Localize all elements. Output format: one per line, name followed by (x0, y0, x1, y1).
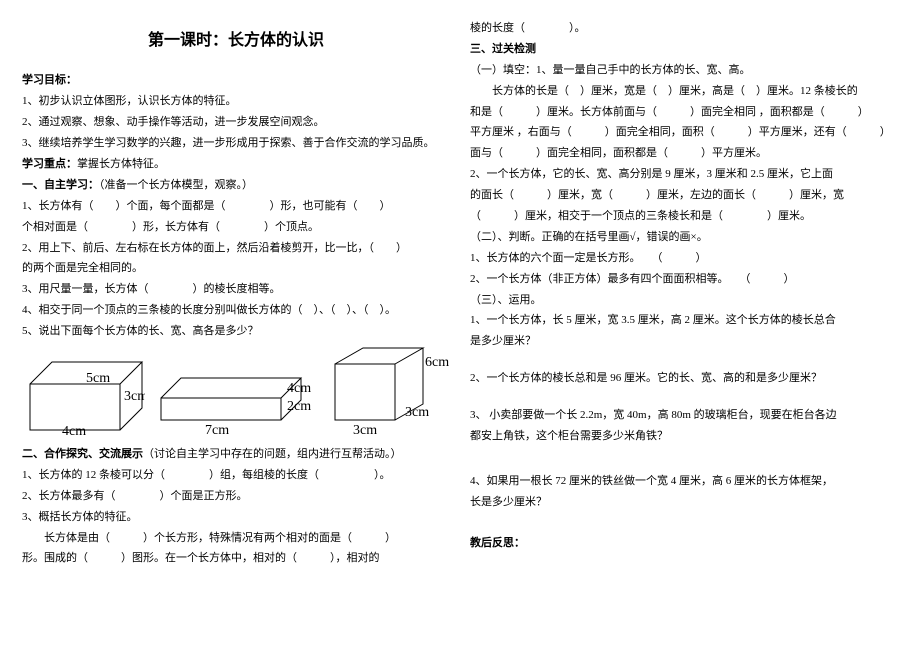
judge-2: 2、一个长方体（非正方体）最多有四个面面积相等。 （ ） (470, 269, 898, 290)
self-q1a: 1、长方体有（ ）个面，每个面都是（ ）形，也可能有（ ） (22, 196, 450, 217)
apply-4b: 长是多少厘米？ (470, 492, 898, 513)
self-q3: 3、用尺量一量，长方体（ ）的棱长度相等。 (22, 279, 450, 300)
test2-b: 的面长（ ）厘米，宽（ ）厘米，左边的面长（ ）厘米，宽 (470, 185, 898, 206)
apply-heading: （三）、运用。 (470, 290, 898, 311)
test1-b: 和是（ ）厘米。长方体前面与（ ）面完全相同 ，面积都是（ ） (470, 102, 898, 123)
coop-label: 二、合作探究、交流展示 (22, 448, 143, 460)
test1-heading: （一）填空：1、量一量自己手中的长方体的长、宽、高。 (470, 60, 898, 81)
cuboid-3: 6cm 3cm 3cm (327, 346, 450, 436)
heading-reflection: 教后反思： (470, 533, 898, 554)
coop-text: （讨论自主学习中存在的问题，组内进行互帮活动。） (143, 448, 402, 460)
fig2-width: 7cm (205, 423, 229, 436)
cuboid-1: 5cm 3cm 4cm (22, 358, 145, 436)
apply-1b: 是多少厘米？ (470, 331, 898, 352)
judge-heading: （二）、判断。正确的在括号里画√，错误的画×。 (470, 227, 898, 248)
apply-3a: 3、 小卖部要做一个长 2.2m，宽 40m，高 80m 的玻璃柜台，现要在柜台… (470, 405, 898, 426)
heading-objectives: 学习目标： (22, 70, 450, 91)
fig3-width: 3cm (353, 423, 377, 436)
cont-line: 棱的长度（ ）。 (470, 18, 898, 39)
self-label: 一、自主学习： (22, 179, 99, 191)
judge-1: 1、长方体的六个面一定是长方形。 （ ） (470, 248, 898, 269)
fig3-height: 6cm (425, 355, 449, 370)
fig3-depth: 3cm (405, 405, 429, 420)
fig1-width: 4cm (62, 424, 86, 436)
fig2-depth: 2cm (287, 399, 311, 414)
apply-1a: 1、一个长方体，长 5 厘米，宽 3.5 厘米，高 2 厘米。这个长方体的棱长总… (470, 310, 898, 331)
test2-a: 2、一个长方体，它的长、宽、高分别是 9 厘米，3 厘米和 2.5 厘米，它上面 (470, 164, 898, 185)
coop-q3a: 长方体是由（ ）个长方形，特殊情况有两个相对的面是（ ） (22, 528, 450, 549)
apply-4a: 4、如果用一根长 72 厘米的铁丝做一个宽 4 厘米，高 6 厘米的长方体框架， (470, 471, 898, 492)
lesson-title: 第一课时：长方体的认识 (22, 26, 450, 56)
focus-text: 掌握长方体特征。 (77, 158, 165, 170)
heading-coop: 二、合作探究、交流展示（讨论自主学习中存在的问题，组内进行互帮活动。） (22, 444, 450, 465)
self-q5: 5、说出下面每个长方体的长、宽、高各是多少？ (22, 321, 450, 342)
apply-2: 2、一个长方体的棱长总和是 96 厘米。它的长、宽、高的和是多少厘米？ (470, 368, 898, 389)
objective-3: 3、继续培养学生学习数学的兴趣，进一步形成用于探索、善于合作交流的学习品质。 (22, 133, 450, 154)
self-text: （准备一个长方体模型，观察。） (99, 179, 253, 191)
heading-test: 三、过关检测 (470, 39, 898, 60)
test1-a: 长方体的长是（ ）厘米，宽是（ ）厘米，高是（ ）厘米。12 条棱长的 (470, 81, 898, 102)
cuboid-figures: 5cm 3cm 4cm 4cm 2cm 7cm (22, 346, 450, 436)
left-column: 第一课时：长方体的认识 学习目标： 1、初步认识立体图形，认识长方体的特征。 2… (22, 18, 450, 569)
fig2-height: 4cm (287, 381, 311, 396)
apply-3b: 都安上角铁，这个柜台需要多少米角铁？ (470, 426, 898, 447)
test2-c: （ ）厘米，相交于一个顶点的三条棱长和是（ ）厘米。 (470, 206, 898, 227)
coop-q1: 1、长方体的 12 条棱可以分（ ）组，每组棱的长度（ ）。 (22, 465, 450, 486)
coop-q3b: 形。围成的（ ）图形。在一个长方体中，相对的（ ），相对的 (22, 548, 450, 569)
heading-self-study: 一、自主学习：（准备一个长方体模型，观察。） (22, 175, 450, 196)
objective-2: 2、通过观察、想象、动手操作等活动，进一步发展空间观念。 (22, 112, 450, 133)
objective-1: 1、初步认识立体图形，认识长方体的特征。 (22, 91, 450, 112)
self-q2b: 的两个面是完全相同的。 (22, 258, 450, 279)
coop-q2: 2、长方体最多有（ ）个面是正方形。 (22, 486, 450, 507)
test1-c: 平方厘米 ，右面与（ ）面完全相同，面积（ ）平方厘米，还有（ ） (470, 122, 898, 143)
heading-focus: 学习重点：掌握长方体特征。 (22, 154, 450, 175)
self-q2a: 2、用上下、前后、左右标在长方体的面上，然后沿着棱剪开，比一比，（ ） (22, 238, 450, 259)
self-q1b: 个相对面是（ ）形，长方体有（ ）个顶点。 (22, 217, 450, 238)
fig1-depth: 3cm (124, 389, 145, 404)
self-q4: 4、相交于同一个顶点的三条棱的长度分别叫做长方体的（ ）、（ ）、（ ）。 (22, 300, 450, 321)
right-column: 棱的长度（ ）。 三、过关检测 （一）填空：1、量一量自己手中的长方体的长、宽、… (470, 18, 898, 569)
focus-label: 学习重点： (22, 158, 77, 170)
coop-q3: 3、概括长方体的特征。 (22, 507, 450, 528)
fig1-height: 5cm (86, 371, 110, 386)
test1-d: 面与（ ）面完全相同，面积都是（ ）平方厘米。 (470, 143, 898, 164)
cuboid-2: 4cm 2cm 7cm (155, 376, 316, 436)
